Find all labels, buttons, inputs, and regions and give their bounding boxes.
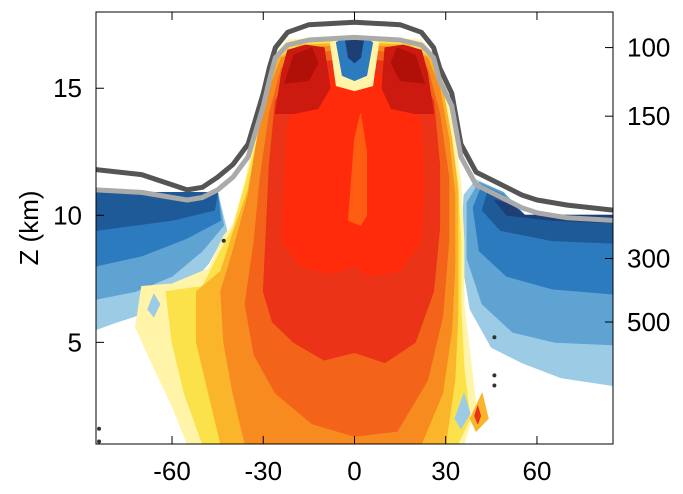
marker-dot-2: [492, 335, 497, 340]
contour-noise-24: [454, 392, 471, 430]
marker-dot-4: [492, 383, 497, 388]
x-tick-label: 30: [431, 456, 460, 486]
contour-warm-core-19: [284, 47, 319, 84]
tropopause-line-1: [96, 19, 613, 213]
x-tick-label: 60: [523, 456, 552, 486]
contour-eye-23: [344, 39, 365, 64]
x-tick-label: -60: [153, 456, 191, 486]
marker-dot-3: [492, 373, 497, 378]
marker-dot-1: [221, 238, 226, 243]
x-tick-label: 0: [347, 456, 361, 486]
x-tick-label: -30: [244, 456, 282, 486]
contour-fill-layer: [96, 37, 613, 444]
marker-layer: [97, 238, 497, 444]
tropopause-line-2: [96, 34, 613, 223]
marker-dot-5: [97, 426, 102, 431]
y2-tick-label: 300: [627, 243, 670, 273]
y2-tick-label: 500: [627, 307, 670, 337]
y-axis-label: Z (km): [14, 190, 44, 265]
y-tick-label: 15: [53, 73, 82, 103]
contour-noise-26: [474, 405, 482, 425]
tick-layer: -60 -30 0 30 60 5 10 15 100 150 300 500: [53, 12, 670, 486]
y-tick-label: 5: [68, 327, 82, 357]
marker-dot-6: [97, 439, 102, 444]
tropopause-lines: [96, 19, 613, 223]
contour-warm-16: [347, 113, 368, 226]
y-tick-label: 10: [53, 200, 82, 230]
contour-warm-core-20: [390, 47, 425, 84]
y2-tick-label: 100: [627, 33, 670, 63]
contour-noise-27: [147, 293, 161, 318]
y2-tick-label: 150: [627, 101, 670, 131]
